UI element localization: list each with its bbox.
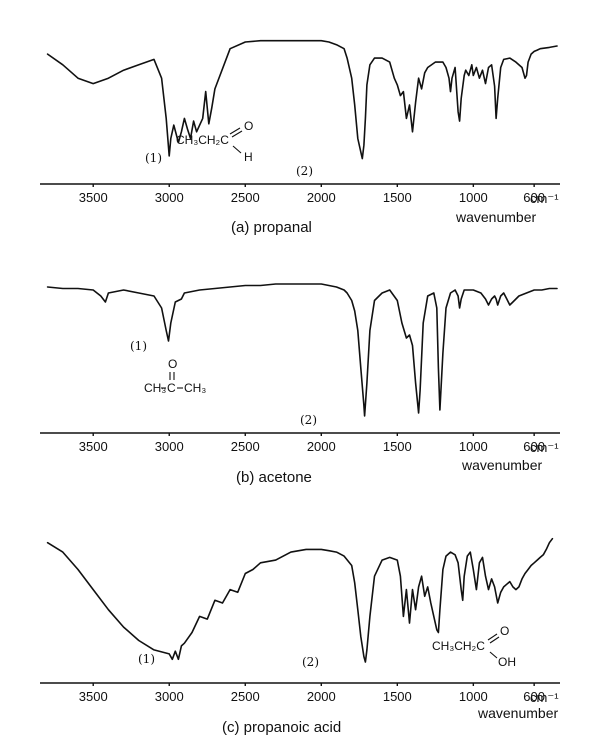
peak-label-2: (2) — [300, 413, 317, 427]
x-tick-label: 3500 — [79, 190, 108, 205]
panel-propanoic-acid: 3500 3000 2500 2000 1500 1000 600 cm⁻¹ wavenum… — [40, 537, 560, 736]
x-tick-label: 3500 — [79, 689, 108, 704]
double-bond — [489, 636, 500, 644]
molecule-acetone: O CH₃ C CH₃ — [144, 357, 206, 395]
molecule-propanoic-acid: CH₃CH₂C O OH — [432, 624, 516, 669]
x-tick-label: 3000 — [155, 439, 184, 454]
panel-caption: (b) acetone — [236, 469, 312, 486]
x-tick-label: 2500 — [231, 190, 260, 205]
molecule-propanal: CH₃CH₂C O H — [176, 119, 253, 164]
peak-label-1: (1) — [130, 339, 147, 353]
peak-label-2: (2) — [302, 655, 319, 669]
x-tick-label: 600 — [523, 689, 545, 704]
peak-label-1: (1) — [138, 652, 155, 666]
molecule-right-text: CH₃ — [184, 381, 206, 395]
x-tick-label: 3000 — [155, 689, 184, 704]
molecule-oxygen-text: O — [168, 357, 177, 371]
panel-propanal: 3500 3000 2500 2000 1500 1000 600 cm⁻¹ wavenum… — [40, 39, 560, 236]
x-tick-labels: 3500 3000 2500 2000 1500 1000 600 — [79, 433, 545, 454]
x-unit-label: cm⁻¹ — [530, 191, 559, 206]
x-axis-label: wavenumber — [461, 457, 542, 473]
x-unit-label: cm⁻¹ — [530, 690, 559, 705]
x-tick-label: 2000 — [307, 689, 336, 704]
molecule-left-text: CH₃ — [144, 381, 166, 395]
x-tick-label: 3500 — [79, 439, 108, 454]
double-bond — [231, 130, 243, 138]
x-tick-label: 1500 — [383, 190, 412, 205]
x-tick-label: 2500 — [231, 439, 260, 454]
x-tick-label: 2000 — [307, 190, 336, 205]
double-bond — [229, 127, 241, 135]
spectrum-line-acetone — [46, 283, 558, 417]
x-tick-label: 600 — [523, 439, 545, 454]
x-tick-labels: 3500 3000 2500 2000 1500 1000 600 — [79, 683, 545, 704]
molecule-oxygen-text: O — [500, 624, 509, 638]
molecule-main-text: CH₃CH₂C — [432, 639, 485, 653]
x-axis-label: wavenumber — [455, 209, 536, 225]
spectrum-line-propanoic-acid — [46, 537, 554, 663]
molecule-hydrogen-text: H — [244, 150, 253, 164]
panel-caption: (c) propanoic acid — [222, 719, 341, 736]
x-tick-label: 1000 — [459, 439, 488, 454]
peak-label-2: (2) — [296, 164, 313, 178]
panel-caption: (a) propanal — [231, 219, 312, 236]
molecule-hydroxyl-text: OH — [498, 655, 516, 669]
x-axis-label: wavenumber — [477, 705, 558, 721]
panel-acetone: 3500 3000 2500 2000 1500 1000 600 cm⁻¹ wavenum… — [40, 283, 560, 486]
x-tick-label: 2000 — [307, 439, 336, 454]
x-tick-labels: 3500 3000 2500 2000 1500 1000 600 — [79, 184, 545, 205]
molecule-oxygen-text: O — [244, 119, 253, 133]
single-bond — [489, 651, 498, 659]
x-tick-label: 1500 — [383, 439, 412, 454]
x-tick-label: 600 — [523, 190, 545, 205]
x-tick-label: 3000 — [155, 190, 184, 205]
double-bond — [487, 633, 498, 641]
molecule-main-text: CH₃CH₂C — [176, 133, 229, 147]
peak-label-1: (1) — [145, 151, 162, 165]
x-tick-label: 1500 — [383, 689, 412, 704]
x-tick-label: 1000 — [459, 689, 488, 704]
molecule-center-text: C — [167, 381, 176, 395]
spectrum-line-propanal — [46, 39, 558, 160]
single-bond — [232, 145, 242, 154]
x-tick-label: 2500 — [231, 689, 260, 704]
x-tick-label: 1000 — [459, 190, 488, 205]
x-unit-label: cm⁻¹ — [530, 440, 559, 455]
